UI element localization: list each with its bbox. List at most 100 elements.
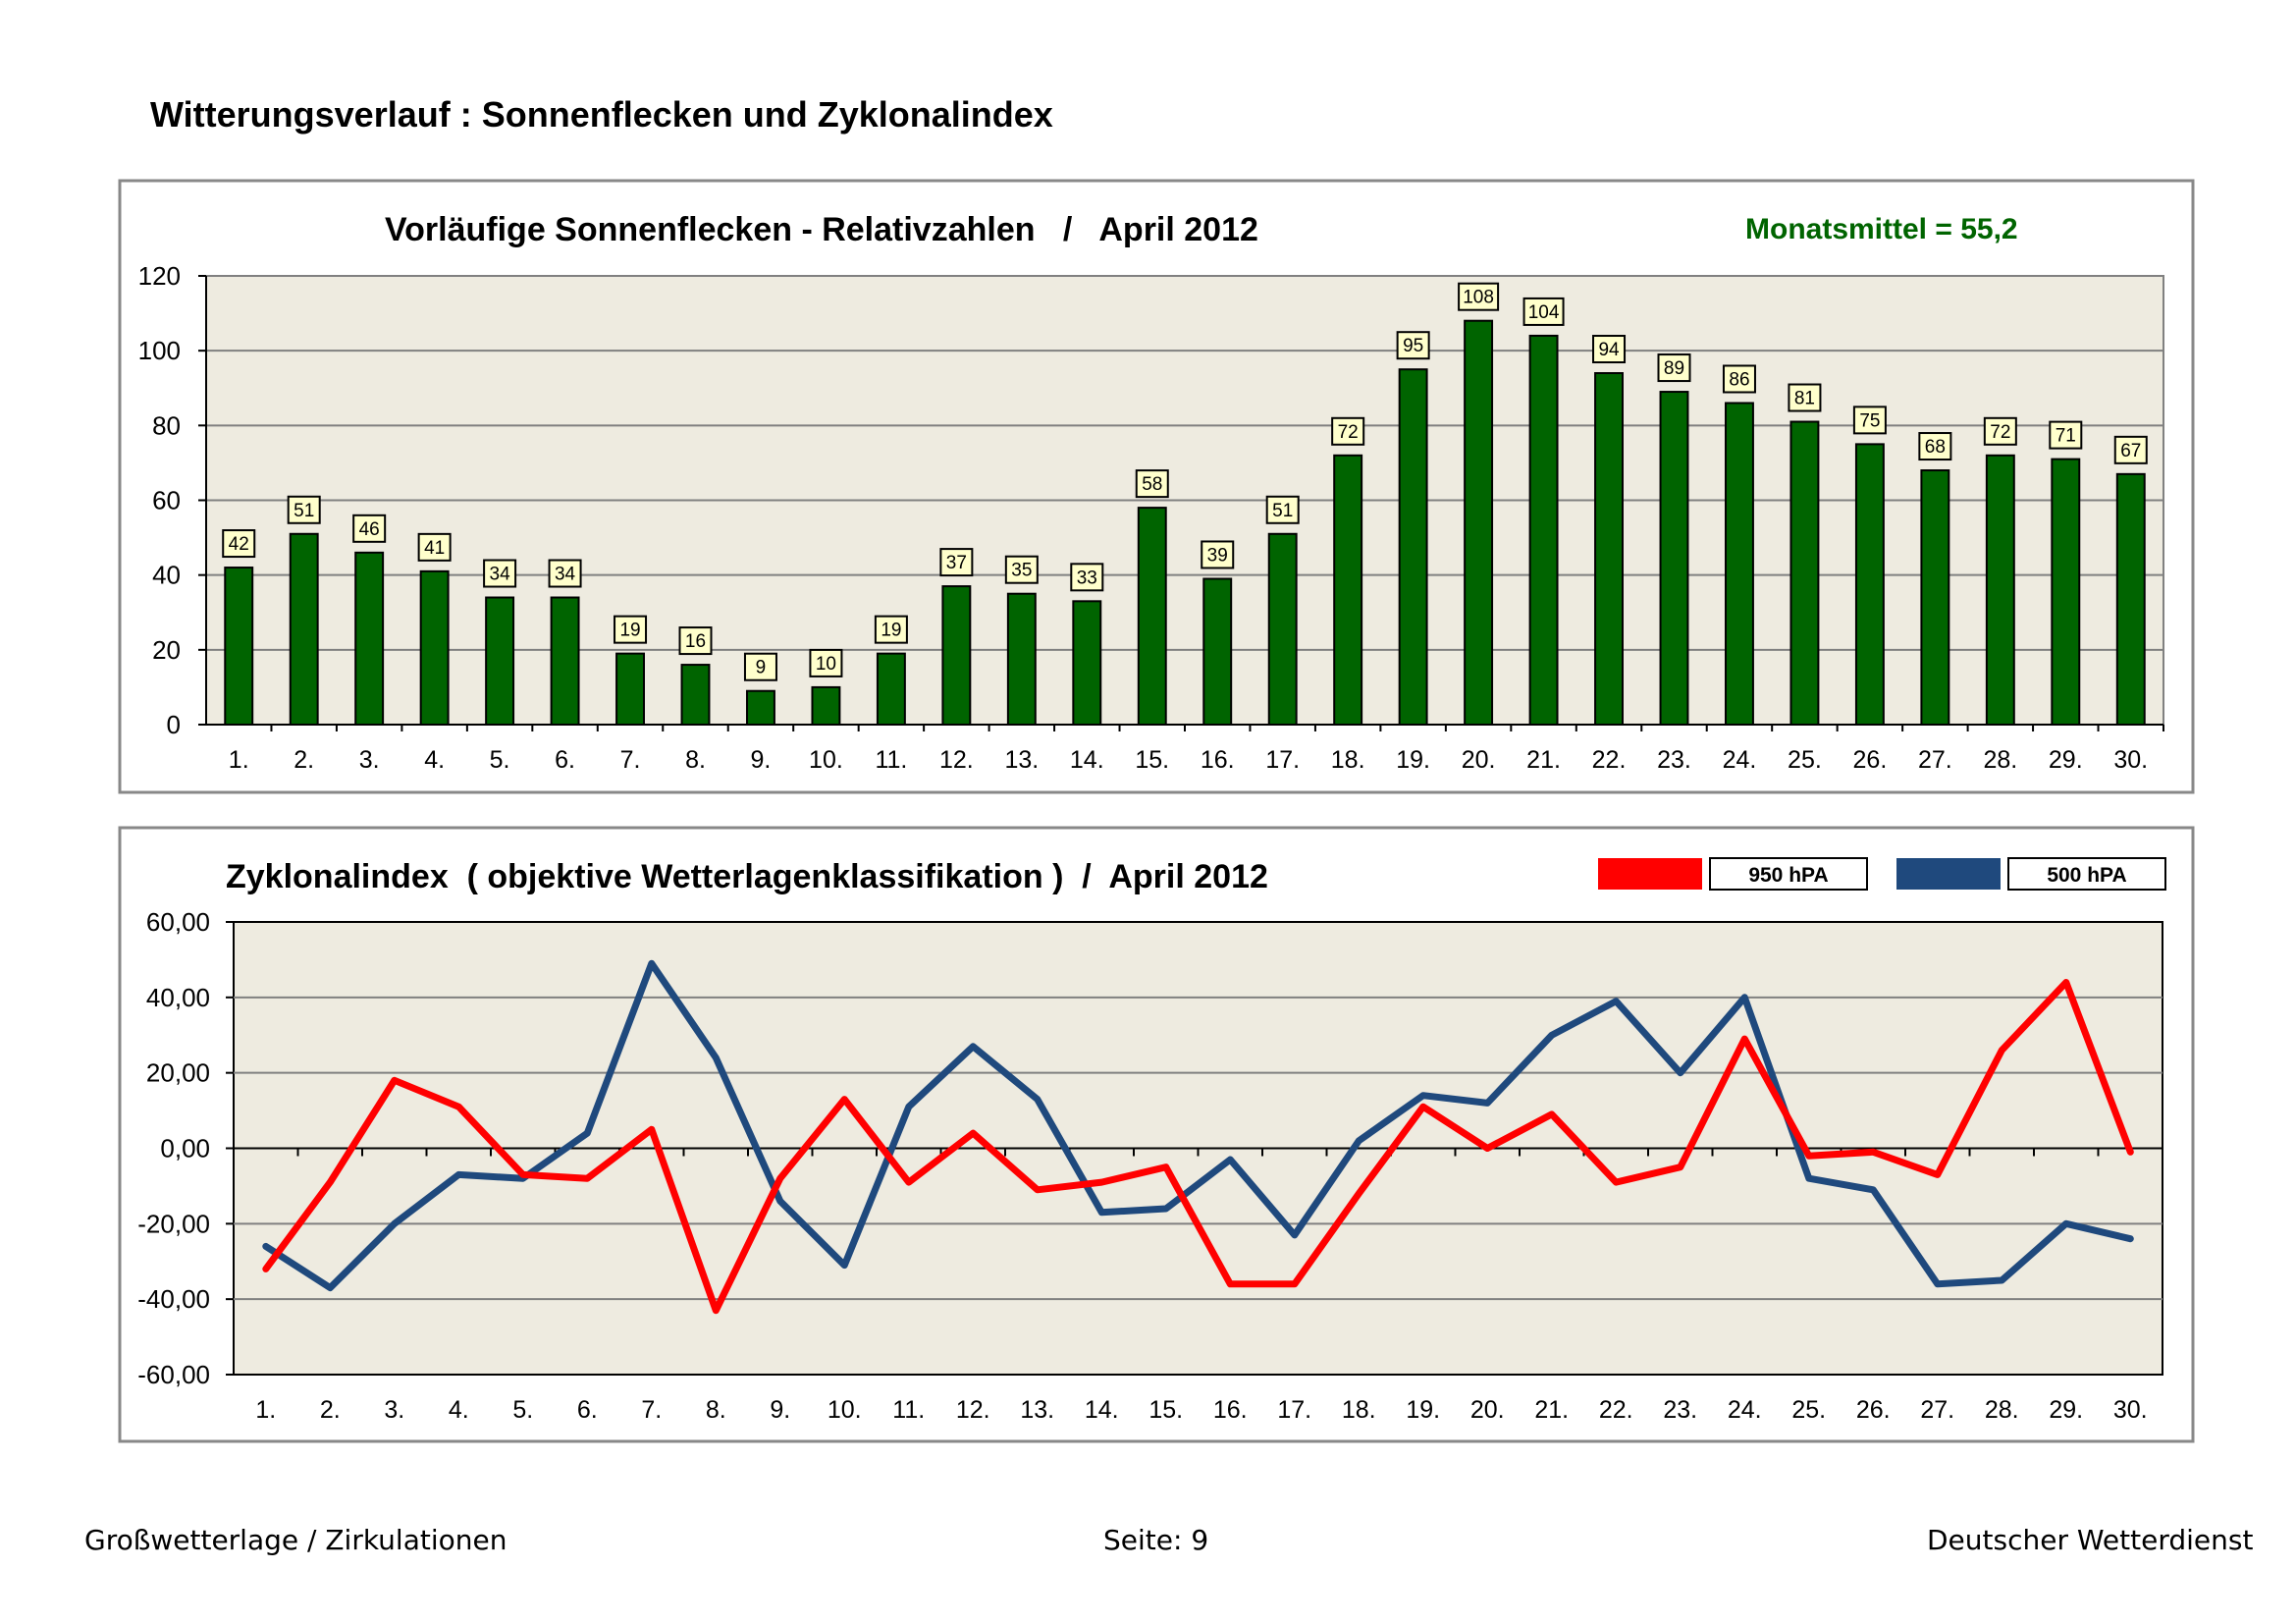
sunspot-bar [1333,454,1363,726]
bar-x-tick-label: 27. [1918,746,1952,774]
bar-data-label: 95 [1403,336,1423,356]
bar-data-label: 46 [359,519,380,540]
sunspot-bar [1267,532,1298,727]
sunspot-bar [354,551,385,726]
sunspot-bar [615,652,645,726]
bar-x-tick-label: 18. [1331,746,1365,774]
bar-data-label: 51 [294,501,314,521]
sunspot-bar [224,567,254,726]
bar-x-tick-label: 25. [1788,746,1822,774]
bar-data-label-box [483,559,517,588]
sunspot-bar [419,569,450,726]
bar-x-tick-label: 9. [751,746,772,774]
sunspot-bar [550,596,580,726]
bar-data-label: 58 [1142,474,1162,495]
sunspot-bar [941,585,972,727]
bar-data-label: 37 [946,553,967,573]
bar-data-label-box [1331,416,1365,446]
sunspot-bar [1854,443,1885,726]
bar-data-label-box [1852,406,1887,435]
bar-y-tick-label: 120 [138,261,181,291]
bar-x-tick-label: 30. [2113,746,2148,774]
bar-y-tick-label: 0 [167,710,181,739]
sunspot-bar [746,689,775,726]
sunspot-bar [1398,368,1428,726]
bar-x-tick-label: 7. [620,746,641,774]
sunspot-bar [1072,600,1102,727]
sunspot-bar [1528,334,1559,726]
bar-data-label: 35 [1011,561,1032,581]
bar-data-label: 39 [1207,545,1228,566]
bar-data-label-box [287,495,321,524]
bar-x-tick-label: 21. [1526,746,1561,774]
bar-data-label-box [809,648,843,677]
bar-data-label-box [1396,331,1430,360]
bar-x-tick-label: 11. [875,746,907,774]
bar-x-tick-label: 4. [424,746,445,774]
bar-y-tick-label: 40 [152,561,181,590]
bar-x-tick-label: 19. [1396,746,1430,774]
bar-data-label-box [678,626,713,656]
bar-data-label: 108 [1463,288,1494,308]
bar-data-label: 89 [1664,358,1684,379]
bar-data-label-box [1722,364,1756,394]
sunspot-bar [811,685,841,727]
bar-x-tick-label: 29. [2049,746,2083,774]
bar-data-label-box [1788,383,1822,412]
bar-data-label-box [1004,555,1039,584]
bar-chart-title: Vorläufige Sonnenflecken - Relativzahlen… [385,211,1258,248]
bar-x-tick-label: 17. [1265,746,1300,774]
sunspot-bar [2115,472,2146,727]
footer-page-number: Seite: 9 [1103,1524,1209,1556]
sunspot-bar [2051,458,2081,726]
sunspot-bar [1006,592,1037,726]
bar-y-tick-label: 60 [152,486,181,515]
bar-data-label-box [2113,435,2148,464]
bar-data-label: 81 [1794,389,1815,409]
bar-data-label: 9 [756,658,767,678]
bar-data-label: 33 [1077,568,1097,588]
bar-x-tick-label: 1. [229,746,249,774]
bar-x-tick-label: 8. [685,746,706,774]
sunspot-bar [1464,319,1494,726]
sunspot-bar [680,664,711,726]
bar-x-tick-label: 10. [809,746,843,774]
bar-data-label-box [1657,353,1691,383]
bar-data-label-box [1458,282,1500,311]
bar-x-tick-label: 14. [1070,746,1104,774]
bar-data-label: 94 [1598,340,1620,360]
monatsmittel-annotation: Monatsmittel = 55,2 [1745,213,2018,245]
footer-left: Großwetterlage / Zirkulationen [84,1524,507,1556]
bar-x-tick-label: 23. [1657,746,1691,774]
bar-data-label: 75 [1859,410,1880,431]
bar-x-tick-label: 16. [1201,746,1235,774]
sunspot-bar [1137,507,1167,726]
bar-data-label-box [222,529,256,559]
sunspot-bar [1725,402,1754,726]
bar-data-label-box [874,615,908,644]
bar-x-tick-label: 26. [1853,746,1888,774]
bar-data-label-box [548,559,582,588]
bar-data-label-box [939,548,974,577]
bar-data-label-box [1522,297,1565,326]
bar-data-label: 72 [1338,422,1359,443]
bar-data-label-box [1592,335,1627,364]
bar-data-label: 42 [229,534,249,555]
bar-x-tick-label: 2. [294,746,314,774]
bar-data-label: 10 [816,654,836,675]
bar-y-tick-label: 80 [152,410,181,440]
bar-data-label-box [1135,469,1169,499]
bar-x-tick-label: 22. [1592,746,1627,774]
bar-x-tick-label: 6. [555,746,575,774]
bar-data-label-box [2049,420,2083,450]
bar-data-label-box [352,514,387,543]
bar-data-label: 51 [1272,501,1293,521]
bar-x-tick-label: 13. [1004,746,1039,774]
sunspot-bar [1594,372,1624,726]
bar-data-label: 86 [1729,369,1749,390]
footer-right: Deutscher Wetterdienst [1927,1524,2254,1556]
sunspot-bar [1985,454,2015,726]
bar-x-tick-label: 15. [1135,746,1169,774]
sunspot-bar [485,596,515,726]
